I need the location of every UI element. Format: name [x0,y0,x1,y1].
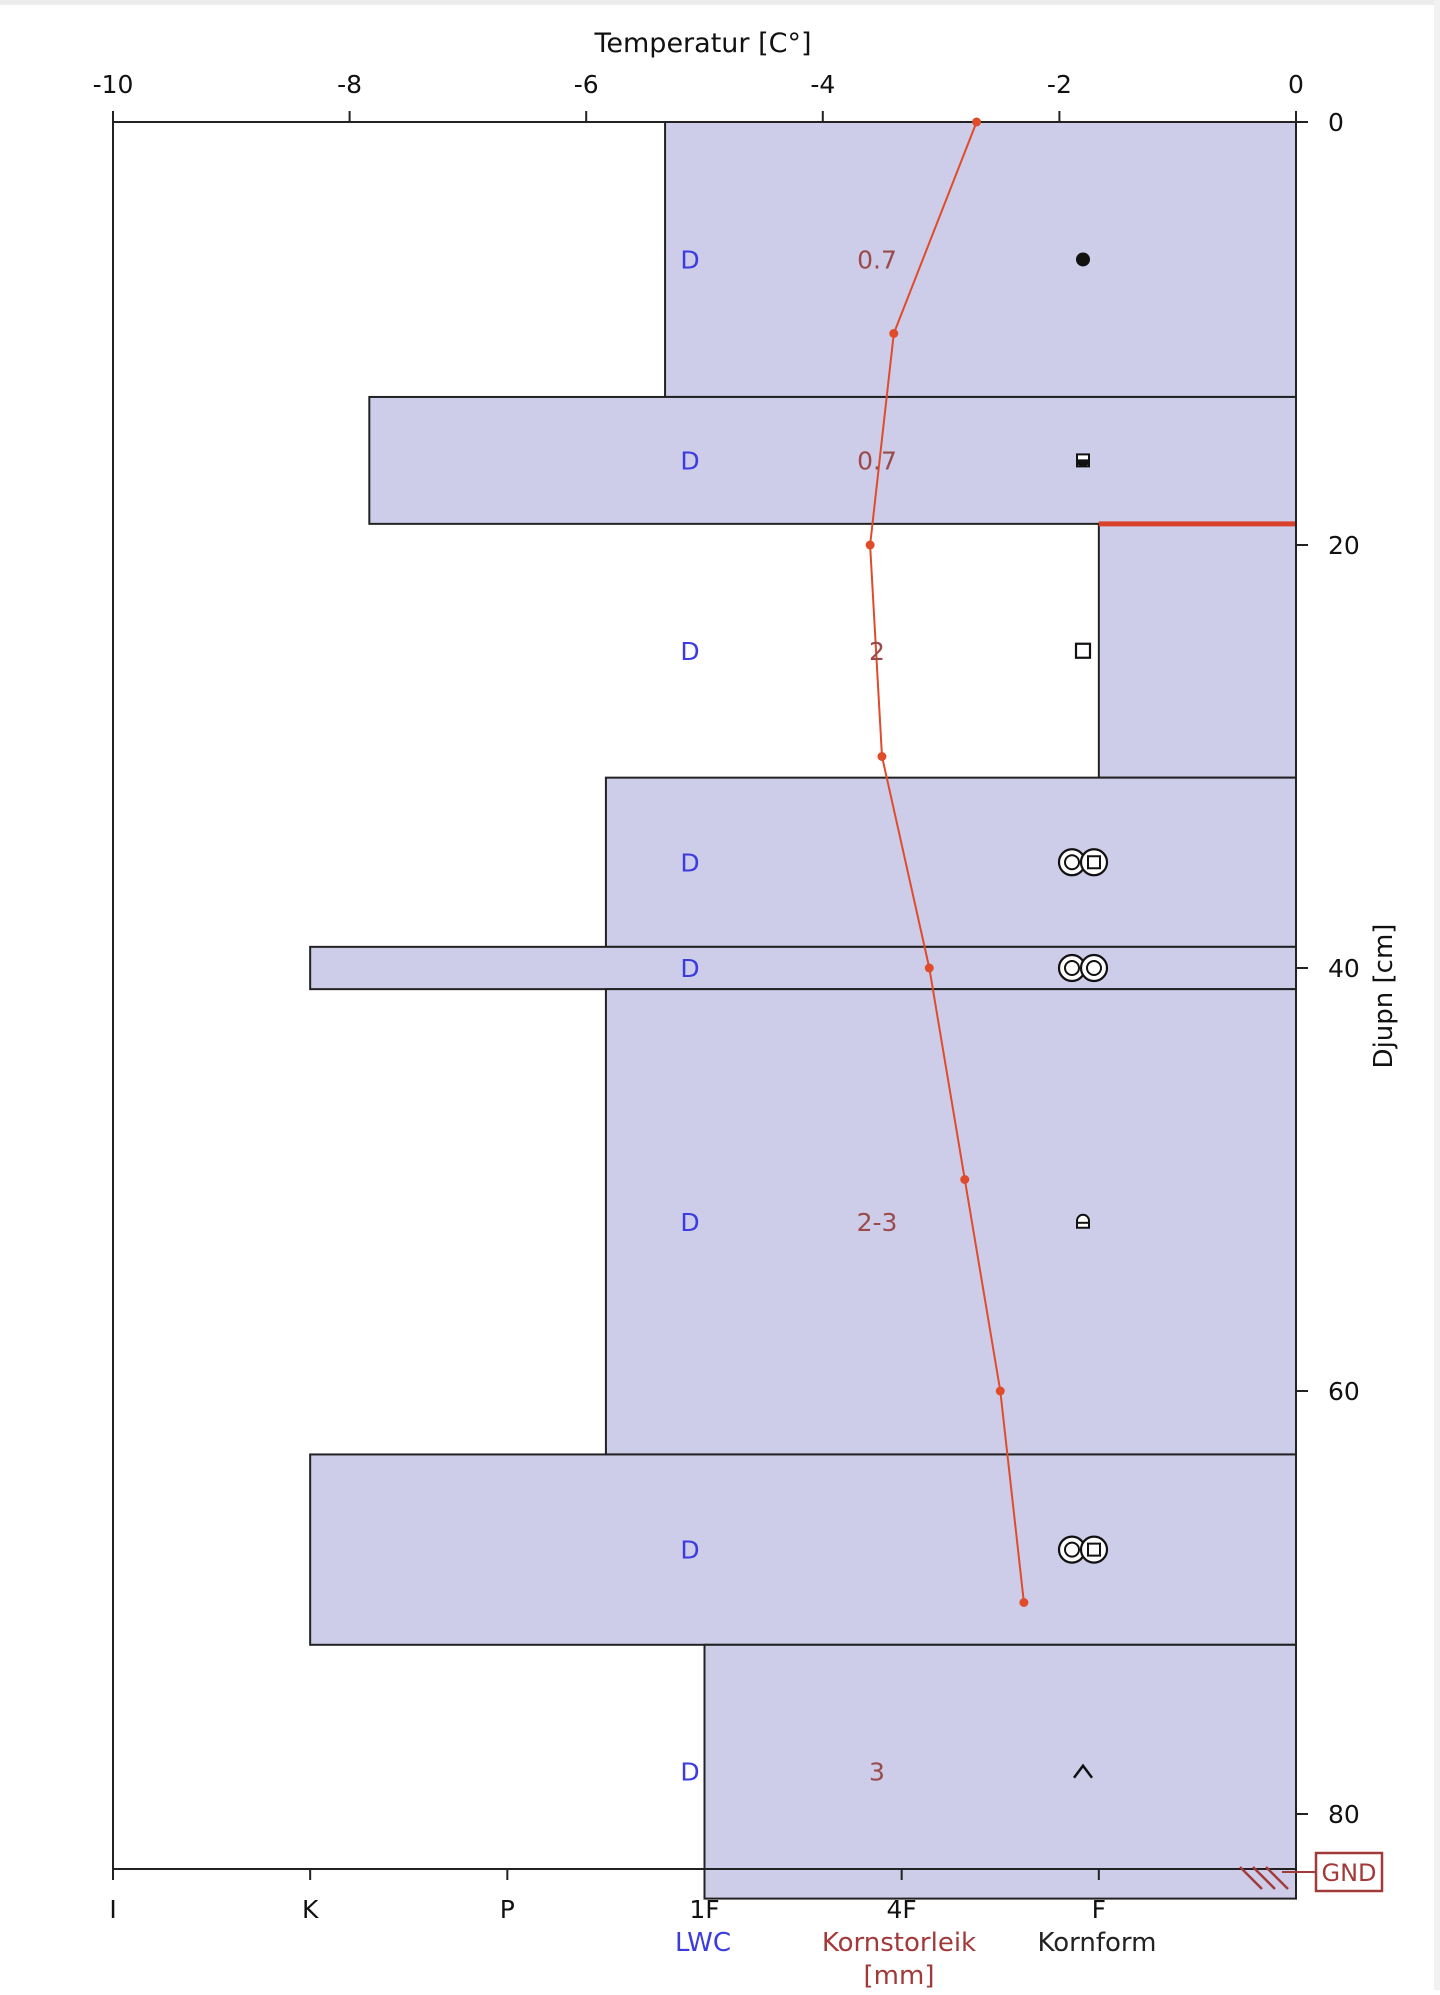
grain-size-label-8: 3 [869,1758,885,1787]
depth-axis-title: Djupn [cm] [1369,924,1399,1069]
layer-bar-4 [604,776,1297,948]
ground-hatch-3 [1265,1866,1289,1890]
layer-bar-8 [703,1643,1297,1900]
temperature-tick-label-3: -6 [574,70,599,99]
grain-right-inner-shape [1087,855,1101,870]
layer-bar-3 [1097,522,1298,779]
depth-tick-label-4: 60 [1328,1377,1360,1406]
grain-right-ring-shape [1079,1535,1109,1564]
layer-bar-5 [309,945,1297,991]
layer-bar-2 [368,395,1298,525]
temperature-axis-title: Temperatur [C°] [593,28,811,59]
depth-tick-label-2: 20 [1328,531,1360,560]
lwc-label-5: D [680,954,699,983]
hardness-tick-label-4: 1F [689,1895,719,1924]
grain-form-square-icon [1074,642,1092,659]
layer-bar-1 [664,121,1297,398]
ground-label: GND [1321,1859,1376,1887]
grain-form-dot-filled-icon [1076,252,1090,267]
depth-tick-label-1: 0 [1328,108,1344,137]
hardness-tick-label-2: K [302,1895,319,1924]
grain-form-arch-square-icon [1076,1213,1090,1229]
lwc-label-7: D [680,1536,699,1565]
grain-right-inner-shape [1086,960,1102,976]
lwc-label-2: D [680,446,699,475]
ground-hatch-1 [1239,1866,1263,1890]
ground-label-box [1314,1851,1384,1893]
lwc-label-8: D [680,1758,699,1787]
temperature-point-3 [865,540,875,550]
grain-form-circle-square-icon [1057,1535,1109,1564]
grain-form-column-label: Kornform [1038,1928,1157,1958]
grain-form-half-filled-square-icon [1076,453,1090,468]
layer-bar-7 [309,1453,1297,1646]
lwc-label-3: D [680,637,699,666]
ground-hatch-2 [1252,1866,1276,1890]
grain-left-inner-shape [1064,1541,1080,1558]
temperature-point-6 [960,1175,970,1184]
layer-labels-group: D 0.7 D 0.7 D 2 D D D 2-3 D D 3 [680,245,1109,1787]
temperature-tick-label-5: -2 [1047,70,1072,99]
temperature-point-2 [889,329,899,338]
temperature-point-8 [1019,1598,1029,1607]
top-border [0,0,1440,5]
grain-size-column-label: Kornstorleik [822,1928,976,1958]
grain-size-column-unit: [mm] [864,1961,935,1990]
temperature-profile-group [865,117,1029,1607]
temperature-tick-label-1: -10 [93,70,134,99]
grain-right-inner-shape [1087,1542,1101,1557]
temperature-point-1 [972,117,982,127]
grain-size-label-3: 2 [869,637,885,666]
hardness-tick-label-5: 4F [887,1895,917,1924]
temperature-line [869,121,1025,1603]
grain-size-label-6: 2-3 [857,1208,898,1237]
grain-size-label-2: 0.7 [857,446,897,475]
lwc-column-label: LWC [675,1928,731,1958]
lwc-label-1: D [680,245,699,274]
temperature-point-5 [924,963,934,973]
layer-bar-6 [604,988,1297,1456]
lwc-label-6: D [680,1208,699,1237]
grain-dot-shape [1076,252,1090,267]
hardness-tick-label-1: I [109,1895,116,1924]
grain-caret-shape [1073,1763,1093,1779]
temperature-tick-label-2: -8 [337,70,362,99]
temperature-point-4 [877,752,887,761]
grain-square-shape [1074,642,1092,659]
temperature-point-7 [995,1386,1005,1396]
grain-half-fill-shape [1077,459,1089,467]
depth-tick-label-3: 40 [1328,954,1360,983]
grain-right-ring-shape [1079,848,1109,877]
right-border [1434,0,1440,1990]
hardness-tick-label-6: F [1092,1895,1106,1924]
depth-tick-label-5: 80 [1328,1800,1360,1829]
grain-form-circle-square-icon [1057,848,1109,877]
lwc-label-4: D [680,848,699,877]
grain-form-caret-icon [1073,1763,1093,1779]
layers-group [309,121,1298,1900]
axes-group: -10 -8 -6 -4 -2 00 20 40 60 80 I K P 1F 4F F [93,70,1360,1924]
temperature-tick-label-6: 0 [1288,70,1304,99]
grain-arch-shape [1076,1213,1090,1229]
grain-size-label-1: 0.7 [857,245,897,274]
hardness-tick-label-3: P [500,1895,515,1924]
temperature-tick-label-4: -4 [810,70,835,99]
grain-left-inner-shape [1064,854,1080,871]
grain-form-double-circle-icon [1057,953,1109,983]
grain-right-ring-shape [1079,953,1109,983]
grain-left-inner-shape [1064,960,1080,976]
